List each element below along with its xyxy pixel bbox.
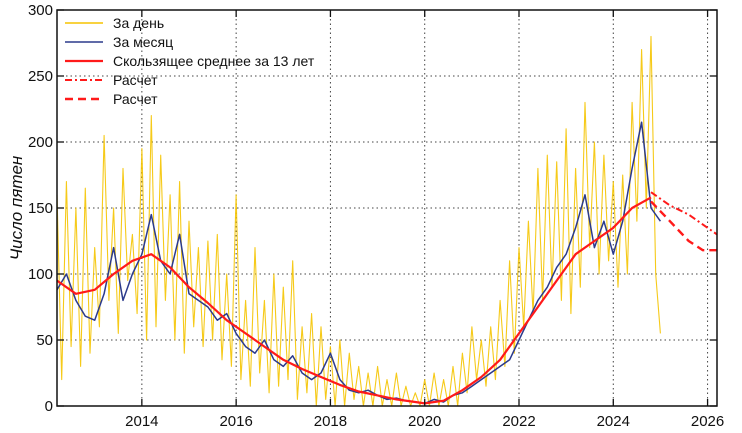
- y-tick-label: 200: [28, 134, 53, 151]
- x-tick-label: 2024: [597, 413, 630, 430]
- legend: За день За месяц Скользящее среднее за 13 …: [65, 15, 315, 107]
- y-tick-label: 50: [36, 332, 53, 349]
- legend-label: Расчет: [113, 91, 158, 107]
- legend-label: За месяц: [113, 34, 173, 50]
- series-line-smoothed: [56, 196, 652, 405]
- y-tick-label: 0: [45, 398, 53, 415]
- y-tick-label: 150: [28, 200, 53, 217]
- series-line-forecast-dash: [650, 200, 717, 252]
- y-axis-label: Число пятен: [7, 155, 26, 260]
- legend-label: За день: [113, 15, 164, 31]
- legend-label: Скользящее среднее за 13 лет: [113, 53, 315, 69]
- x-tick-label: 2022: [502, 413, 535, 430]
- y-tick-label: 100: [28, 266, 53, 283]
- x-tick-label: 2026: [691, 413, 724, 430]
- series-layer: [56, 35, 718, 407]
- series-line-forecast-dashdot: [650, 191, 718, 236]
- series-line-daily: [56, 35, 661, 407]
- x-tick-label: 2014: [125, 413, 158, 430]
- series-line-monthly: [56, 121, 662, 405]
- ticks: [57, 9, 717, 407]
- legend-label: Расчет: [113, 72, 158, 88]
- x-tick-label: 2018: [314, 413, 347, 430]
- x-tick-label: 2020: [408, 413, 441, 430]
- x-tick-label: 2016: [219, 413, 252, 430]
- tick-labels: 2014 2016 2018 2020 2022 2024 2026 0 50 100 150 200…: [28, 2, 724, 430]
- y-tick-label: 300: [28, 2, 53, 19]
- y-tick-label: 250: [28, 68, 53, 85]
